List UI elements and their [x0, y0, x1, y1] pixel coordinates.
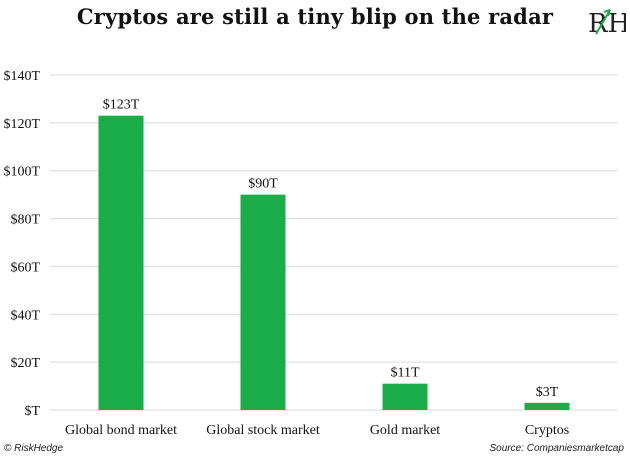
- y-tick-label: $120T: [3, 117, 40, 132]
- x-category-label: Global bond market: [65, 423, 177, 438]
- copyright-text: © RiskHedge: [4, 443, 64, 454]
- x-category-label: Cryptos: [525, 423, 569, 438]
- chart-title: Cryptos are still a tiny blip on the rad…: [76, 4, 554, 29]
- data-label: $123T: [103, 98, 140, 113]
- source-text: Source: Companiesmarketcap: [489, 443, 624, 454]
- y-tick-label: $80T: [10, 213, 40, 228]
- y-tick-label: $140T: [3, 69, 40, 84]
- data-label: $90T: [248, 177, 278, 192]
- bar: [98, 115, 144, 410]
- x-category-label: Gold market: [370, 423, 440, 438]
- y-tick-label: $T: [24, 404, 40, 419]
- y-tick-label: $20T: [10, 356, 40, 371]
- bar: [524, 402, 570, 410]
- x-category-label: Global stock market: [206, 423, 320, 438]
- rh-logo-icon: RH: [586, 4, 630, 40]
- data-label: $3T: [536, 385, 559, 400]
- y-tick-label: $40T: [10, 308, 40, 323]
- bar: [382, 383, 428, 410]
- y-tick-label: $60T: [10, 260, 40, 275]
- bar: [240, 194, 286, 410]
- data-label: $11T: [390, 366, 419, 381]
- y-tick-label: $100T: [3, 165, 40, 180]
